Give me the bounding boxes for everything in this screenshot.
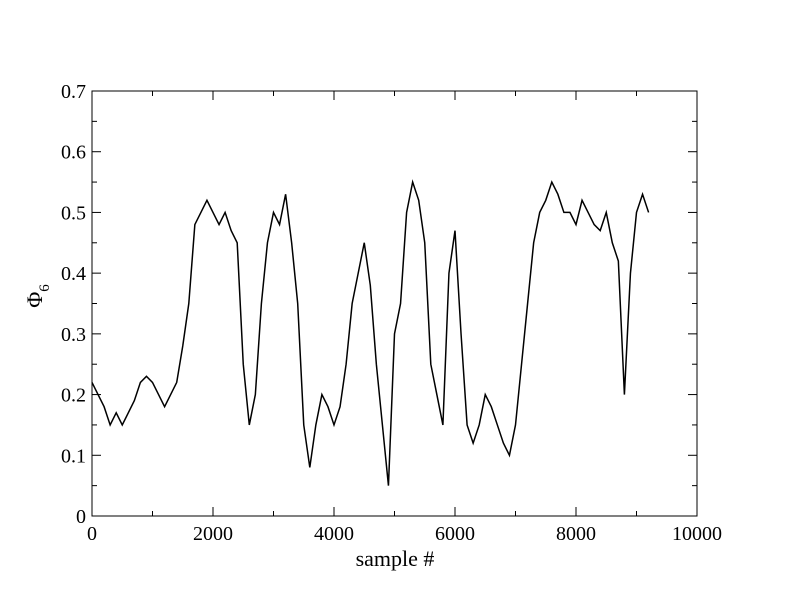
y-axis-label-subscript: 6 (37, 284, 53, 292)
y-tick-label: 0.6 (61, 142, 86, 164)
y-tick-label: 0.7 (61, 81, 86, 103)
y-axis-label: Φ6 (22, 284, 53, 308)
plot-frame (91, 90, 698, 517)
x-tick-label: 4000 (314, 523, 354, 545)
y-tick-label: 0 (76, 506, 86, 528)
x-tick-label: 0 (87, 523, 97, 545)
x-tick-label: 10000 (672, 523, 722, 545)
y-tick-label: 0.5 (61, 202, 86, 224)
y-tick-label: 0.4 (61, 263, 86, 285)
y-tick-label: 0.1 (61, 445, 86, 467)
x-axis-label: sample # (356, 546, 435, 571)
x-tick-label: 2000 (193, 523, 233, 545)
x-tick-label: 6000 (435, 523, 475, 545)
y-axis-label-main: Φ (22, 292, 47, 308)
series-line-1 (91, 179, 650, 486)
series-layer (91, 179, 650, 486)
y-tick-label: 0.2 (61, 385, 86, 407)
y-tick-label: 0.3 (61, 324, 86, 346)
ticks-layer: 0 2000 4000 6000 8000 10000 0 0.1 0.2 0.3 0.4 0.5 0.… (61, 81, 722, 545)
x-tick-label: 8000 (556, 523, 596, 545)
